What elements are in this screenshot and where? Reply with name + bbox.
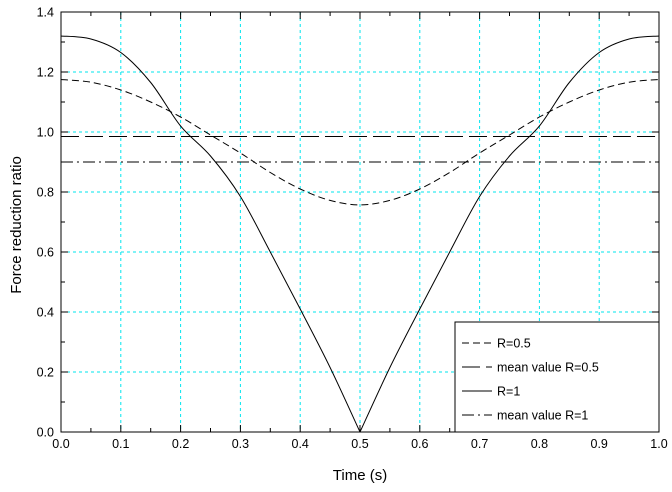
y-tick-labels: 0.0 0.2 0.4 0.6 0.8 1.0 1.2 1.4: [37, 6, 54, 440]
x-tick-label: 1.0: [650, 437, 667, 451]
legend-label: mean value R=0.5: [497, 361, 599, 375]
x-axis-label: Time (s): [333, 467, 387, 484]
y-tick-label: 1.0: [37, 126, 54, 140]
series-1: [60, 79, 660, 206]
y-tick-label: 0.4: [37, 306, 54, 320]
x-tick-label: 0.1: [112, 437, 129, 451]
legend-label: R=0.5: [497, 337, 531, 351]
x-tick-label: 0.9: [591, 437, 608, 451]
x-tick-label: 0.2: [172, 437, 189, 451]
x-tick-label: 0.8: [531, 437, 548, 451]
series-3: [60, 35, 660, 433]
x-tick-label: 0.6: [411, 437, 428, 451]
x-tick-label: 0.7: [471, 437, 488, 451]
legend-label: mean value R=1: [497, 409, 588, 423]
series-line: [60, 35, 660, 433]
y-tick-label: 1.4: [37, 6, 54, 20]
x-tick-label: 0.4: [292, 437, 309, 451]
x-tick-label: 0.5: [351, 437, 368, 451]
legend: R=0.5 mean value R=0.5 R=1 mean value R=1: [454, 321, 660, 433]
y-tick-label: 0.8: [37, 186, 54, 200]
y-tick-label: 1.2: [37, 66, 54, 80]
y-axis-label: Force reduction ratio: [8, 156, 25, 294]
y-tick-label: 0.2: [37, 366, 54, 380]
y-tick-label: 0.0: [37, 426, 54, 440]
legend-label: R=1: [497, 385, 520, 399]
x-tick-labels: 0.0 0.1 0.2 0.3 0.4 0.5 0.6 0.7 0.8 0.9 1.0: [52, 437, 667, 451]
series-line: [60, 79, 660, 206]
series-layer: [60, 35, 660, 433]
x-tick-label: 0.3: [232, 437, 249, 451]
y-tick-label: 0.6: [37, 246, 54, 260]
x-tick-label: 0.0: [52, 437, 69, 451]
legend-box: [454, 321, 660, 433]
